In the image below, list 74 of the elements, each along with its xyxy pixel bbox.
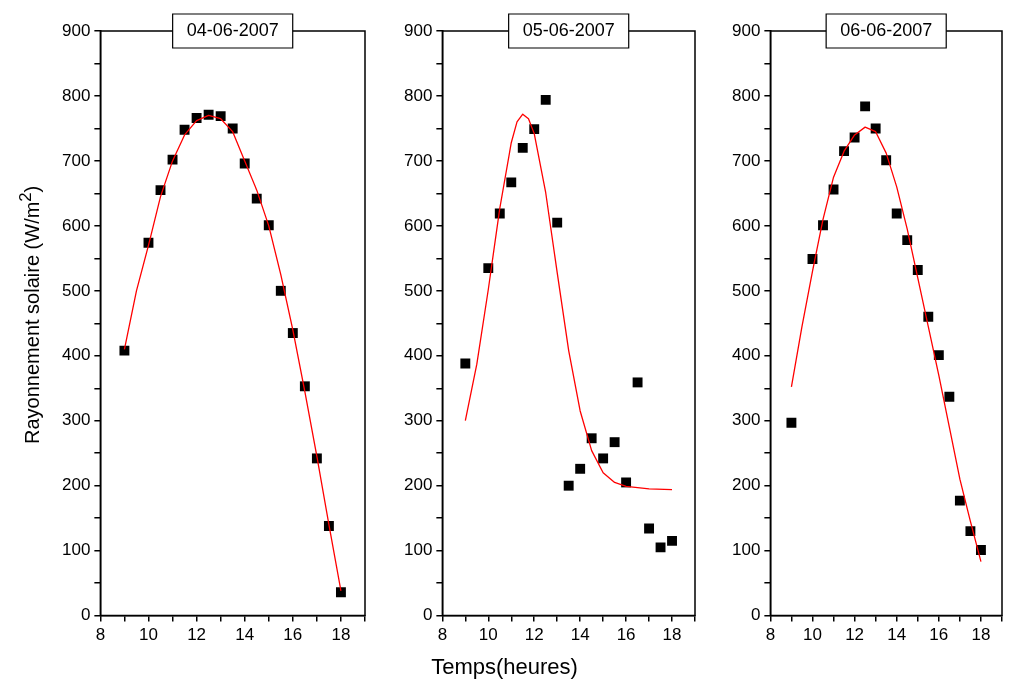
x-tick-label: 16 <box>616 625 636 645</box>
y-tick-label: 900 <box>403 20 433 40</box>
point <box>598 453 609 464</box>
y-tick-label: 300 <box>403 410 433 430</box>
x-tick-label: 16 <box>283 625 303 645</box>
point <box>944 391 955 402</box>
y-tick-label: 400 <box>61 345 91 365</box>
x-tick-label: 18 <box>971 625 991 645</box>
x-tick-label: 8 <box>95 625 106 645</box>
point <box>335 587 346 598</box>
point <box>860 101 871 112</box>
y-tick-label: 500 <box>403 280 433 300</box>
point <box>460 358 471 369</box>
y-tick-label: 900 <box>61 20 91 40</box>
y-tick-label: 400 <box>403 345 433 365</box>
chart-title: 04-06-2007 <box>186 19 279 40</box>
point <box>644 523 655 534</box>
point <box>870 123 881 134</box>
y-tick-label: 800 <box>403 85 433 105</box>
point <box>954 495 965 506</box>
x-tick-label: 8 <box>765 625 776 645</box>
point <box>786 417 797 428</box>
point <box>552 217 563 228</box>
x-tick-label: 8 <box>437 625 448 645</box>
y-tick-label: 100 <box>731 540 761 560</box>
y-tick-label: 600 <box>731 215 761 235</box>
point <box>632 377 643 388</box>
y-tick-label: 900 <box>731 20 761 40</box>
point <box>891 208 902 219</box>
point <box>506 177 517 188</box>
y-tick-label: 0 <box>80 605 91 625</box>
y-tick-label: 700 <box>61 150 91 170</box>
chart-title: 06-06-2007 <box>840 19 933 40</box>
y-tick-label: 100 <box>61 540 91 560</box>
point <box>933 350 944 361</box>
x-tick-label: 12 <box>845 625 865 645</box>
point <box>575 463 586 474</box>
y-tick-label: 300 <box>731 410 761 430</box>
point <box>609 437 620 448</box>
y-tick-label: 500 <box>61 280 91 300</box>
point <box>540 94 551 105</box>
y-tick-label: 700 <box>731 150 761 170</box>
x-tick-label: 10 <box>478 625 498 645</box>
x-tick-label: 14 <box>235 625 255 645</box>
x-axis-title: Temps(heures) <box>430 654 579 680</box>
y-tick-label: 100 <box>403 540 433 560</box>
y-tick-label: 700 <box>403 150 433 170</box>
y-tick-label: 800 <box>61 85 91 105</box>
y-tick-label: 200 <box>731 475 761 495</box>
x-tick-label: 12 <box>524 625 544 645</box>
y-tick-label: 600 <box>61 215 91 235</box>
x-tick-label: 10 <box>139 625 158 645</box>
point <box>655 542 666 553</box>
x-tick-label: 14 <box>887 625 907 645</box>
y-tick-label: 200 <box>403 475 433 495</box>
point <box>667 535 677 546</box>
x-tick-label: 12 <box>187 625 207 645</box>
x-tick-label: 18 <box>331 625 351 645</box>
y-tick-label: 300 <box>61 410 91 430</box>
point <box>517 142 528 153</box>
x-tick-label: 14 <box>570 625 590 645</box>
y-tick-label: 0 <box>750 605 761 625</box>
y-tick-label: 800 <box>731 85 761 105</box>
y-tick-label: 400 <box>731 345 761 365</box>
point <box>119 345 130 356</box>
x-tick-label: 10 <box>803 625 822 645</box>
y-tick-label: 200 <box>61 475 91 495</box>
y-tick-label: 600 <box>403 215 433 235</box>
x-tick-label: 16 <box>929 625 949 645</box>
point <box>563 480 574 491</box>
chart-title: 05-06-2007 <box>522 19 615 40</box>
x-tick-label: 18 <box>662 625 682 645</box>
y-tick-label: 0 <box>422 605 433 625</box>
y-tick-label: 500 <box>731 280 761 300</box>
